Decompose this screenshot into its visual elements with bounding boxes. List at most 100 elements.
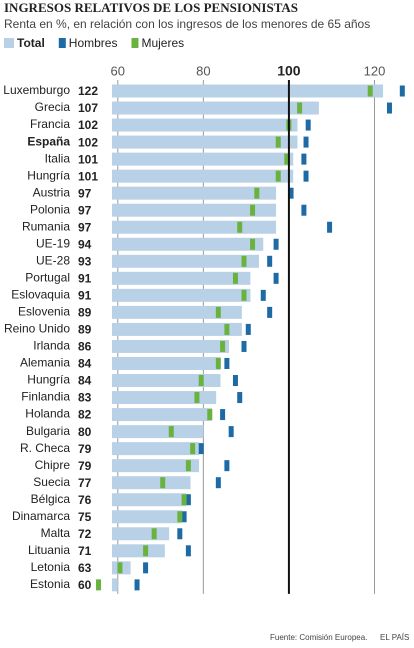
category-label: UE-19 — [36, 236, 70, 250]
x-tick-label: 60 — [111, 63, 125, 78]
marker — [198, 443, 204, 455]
value-label: 97 — [78, 186, 92, 200]
value-label: 102 — [78, 135, 98, 149]
source: Fuente: Comisión Europea. — [270, 633, 367, 642]
category-label: Alemania — [20, 356, 70, 370]
chart-title: INGRESOS RELATIVOS DE LOS PENSIONISTAS — [4, 0, 298, 15]
x-tick-label: 100 — [277, 63, 301, 79]
marker — [241, 255, 247, 267]
value-box — [75, 101, 112, 116]
value-label: 91 — [78, 289, 92, 303]
marker — [241, 289, 247, 301]
category-label: Portugal — [25, 271, 70, 285]
bar — [75, 271, 251, 285]
value-label: 71 — [78, 544, 92, 558]
value-label: 80 — [78, 425, 92, 439]
marker — [386, 102, 392, 114]
category-label: Bulgaria — [26, 424, 70, 438]
bar — [75, 84, 384, 98]
marker — [254, 187, 260, 199]
value-label: 84 — [78, 374, 92, 388]
category-label: Austria — [33, 185, 71, 199]
value-box — [75, 135, 112, 150]
marker — [267, 306, 273, 318]
bar — [75, 322, 242, 336]
value-box — [75, 560, 112, 575]
chart-subtitle: Renta en %, en relación con los ingresos… — [4, 17, 370, 31]
value-box — [75, 84, 112, 98]
marker — [237, 392, 243, 404]
marker — [297, 102, 303, 114]
marker — [143, 562, 149, 574]
value-label: 89 — [78, 306, 92, 320]
value-box — [75, 424, 112, 439]
value-label: 86 — [78, 340, 92, 354]
marker — [232, 272, 238, 284]
marker — [301, 153, 307, 165]
marker — [273, 272, 279, 284]
value-box — [75, 492, 112, 507]
value-box — [75, 254, 112, 269]
marker — [284, 153, 290, 165]
marker — [303, 170, 309, 182]
marker — [275, 170, 281, 182]
bar — [75, 220, 277, 234]
marker — [220, 340, 226, 352]
value-label: 91 — [78, 272, 92, 286]
value-label: 89 — [78, 323, 92, 337]
marker — [215, 357, 221, 369]
marker — [215, 306, 221, 318]
marker — [96, 579, 102, 591]
value-label: 94 — [78, 237, 92, 251]
marker — [185, 545, 191, 557]
bar — [75, 237, 264, 251]
value-label: 60 — [78, 578, 92, 592]
value-label: 122 — [78, 84, 98, 98]
value-label: 75 — [78, 510, 92, 524]
value-box — [75, 237, 112, 252]
marker — [134, 579, 140, 591]
value-label: 97 — [78, 220, 92, 234]
category-label: Reino Unido — [4, 322, 70, 336]
marker — [301, 204, 307, 216]
value-label: 82 — [78, 408, 92, 422]
value-box — [75, 271, 112, 286]
category-label: Luxemburgo — [3, 83, 70, 97]
category-label: Rumania — [22, 219, 70, 233]
value-label: 72 — [78, 527, 92, 541]
value-label: 107 — [78, 101, 98, 115]
bar — [75, 186, 277, 200]
marker — [232, 375, 238, 387]
bar — [75, 118, 298, 132]
value-box — [75, 458, 112, 473]
x-tick-label: 120 — [364, 63, 386, 78]
marker — [224, 357, 230, 369]
value-label: 76 — [78, 493, 92, 507]
marker — [267, 255, 273, 267]
marker — [151, 528, 157, 540]
category-label: Chipre — [35, 458, 71, 472]
marker — [260, 289, 266, 301]
category-label: UE-28 — [36, 253, 70, 267]
legend-swatch — [58, 38, 66, 48]
category-label: Letonia — [31, 560, 71, 574]
bar — [75, 101, 319, 115]
value-label: 101 — [78, 169, 98, 183]
marker — [327, 221, 333, 233]
legend: Total Hombres Mujeres — [4, 36, 184, 50]
category-label: Polonia — [30, 202, 70, 216]
marker — [190, 443, 196, 455]
marker — [181, 511, 187, 523]
value-box — [75, 390, 112, 405]
value-box — [75, 339, 112, 354]
marker — [215, 477, 221, 489]
value-box — [75, 475, 112, 490]
category-label: Bélgica — [31, 492, 71, 506]
bar — [75, 169, 294, 183]
category-label: Malta — [41, 526, 71, 540]
legend-swatch — [4, 38, 14, 48]
value-label: 83 — [78, 391, 92, 405]
marker — [250, 238, 256, 250]
marker — [117, 562, 123, 574]
